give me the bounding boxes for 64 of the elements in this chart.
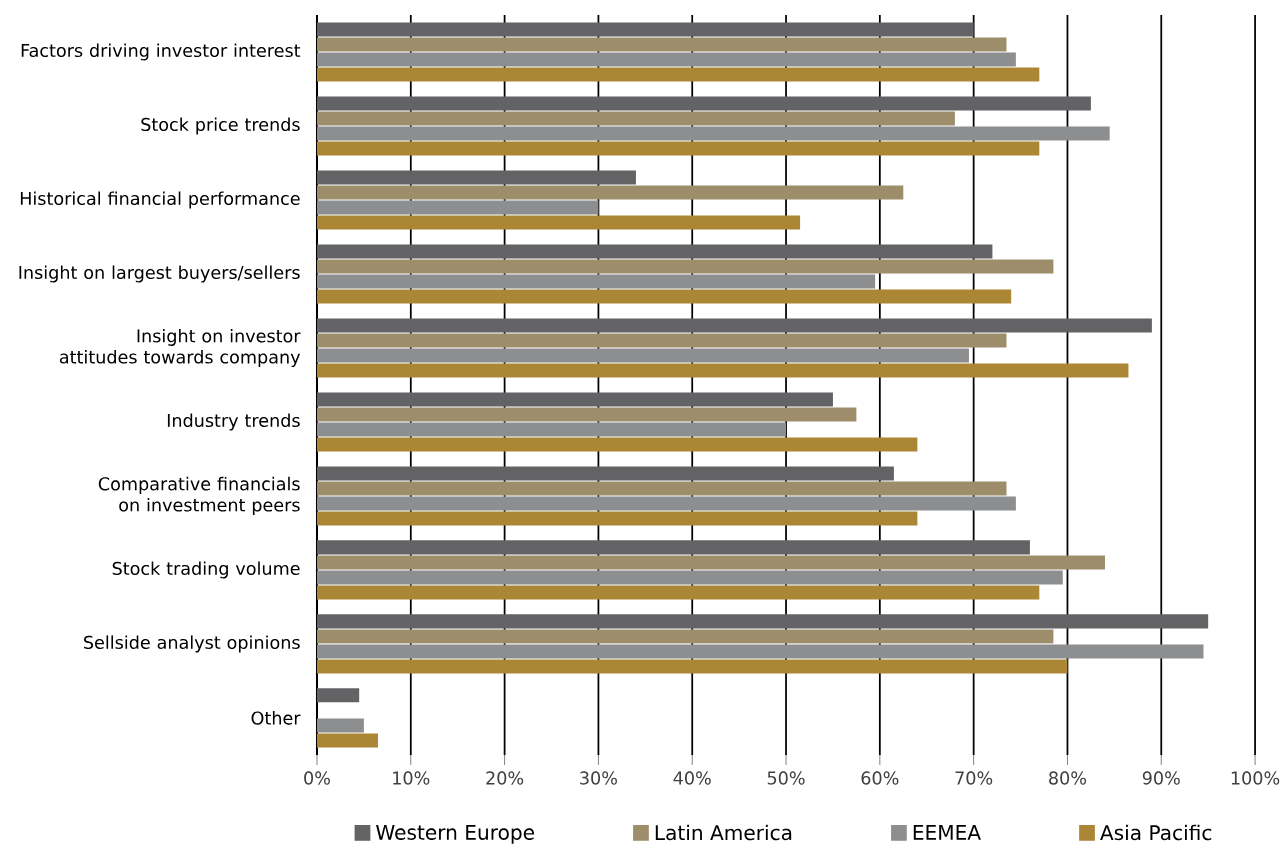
- bar: [316, 644, 1204, 659]
- bar: [316, 481, 1007, 496]
- bar: [316, 511, 918, 526]
- legend-label: Asia Pacific: [1100, 824, 1212, 841]
- bar: [316, 96, 1091, 111]
- y-tick-label: Stock trading volume: [112, 561, 300, 579]
- x-tick-label: 70%: [955, 771, 993, 785]
- bar: [316, 496, 1016, 511]
- x-tick-label: 90%: [1142, 771, 1180, 785]
- bar: [316, 614, 1209, 629]
- bar: [316, 318, 1152, 333]
- bar: [316, 126, 1110, 141]
- bar: [316, 733, 378, 748]
- bar: [316, 185, 904, 200]
- bar: [316, 688, 360, 703]
- bar: [316, 111, 955, 126]
- legend-label: Latin America: [655, 824, 792, 841]
- bar: [316, 333, 1007, 348]
- bar: [316, 274, 876, 289]
- bar: [316, 348, 969, 363]
- y-tick-label: Historical financial performance: [20, 191, 300, 209]
- x-tick-label: 40%: [673, 771, 711, 785]
- bar: [316, 570, 1063, 585]
- bar: [316, 200, 599, 215]
- bar: [316, 540, 1030, 555]
- x-tick-label: 50%: [767, 771, 805, 785]
- x-tick-label: 10%: [393, 771, 430, 785]
- bar: [316, 363, 1129, 378]
- legend-label: EEMEA: [913, 824, 981, 840]
- bar: [316, 422, 787, 437]
- y-tick-label: Industry trends: [167, 413, 300, 431]
- bar: [316, 141, 1040, 156]
- x-tick-label: 80%: [1049, 771, 1087, 785]
- y-tick-label: Stock price trends: [141, 117, 300, 135]
- x-tick-label: 60%: [861, 771, 899, 785]
- x-tick-label: 100%: [1231, 771, 1280, 785]
- x-tick-label: 20%: [486, 771, 524, 785]
- bar: [316, 659, 1068, 674]
- bar: [316, 466, 894, 481]
- bar: [316, 52, 1016, 67]
- bar: [316, 437, 918, 452]
- bar: [316, 392, 833, 407]
- y-tick-label: Other: [251, 710, 301, 725]
- bar: [316, 67, 1040, 82]
- bar: [316, 37, 1007, 52]
- x-tick-label: 30%: [580, 771, 617, 785]
- bar: [316, 407, 857, 422]
- bar: [316, 629, 1054, 644]
- legend-label: Western Europe: [376, 824, 534, 844]
- bar: [316, 215, 801, 230]
- y-tick-label: Factors driving investor interest: [21, 43, 301, 61]
- x-tick-label: 0%: [304, 771, 330, 785]
- bar: [316, 555, 1105, 570]
- bar: [316, 244, 993, 259]
- bar: [316, 22, 974, 37]
- y-tick-label: Comparative financials on investment peers: [98, 476, 300, 515]
- bar: [316, 259, 1054, 274]
- bar: [316, 585, 1040, 600]
- bar: [316, 289, 1012, 304]
- y-tick-label: Insight on largest buyers/sellers: [19, 265, 300, 283]
- bar: [316, 170, 636, 185]
- y-tick-label: Sellside analyst opinions: [84, 635, 300, 653]
- y-tick-label: Insight on investor attitudes towards company: [59, 328, 301, 367]
- bar: [316, 718, 364, 733]
